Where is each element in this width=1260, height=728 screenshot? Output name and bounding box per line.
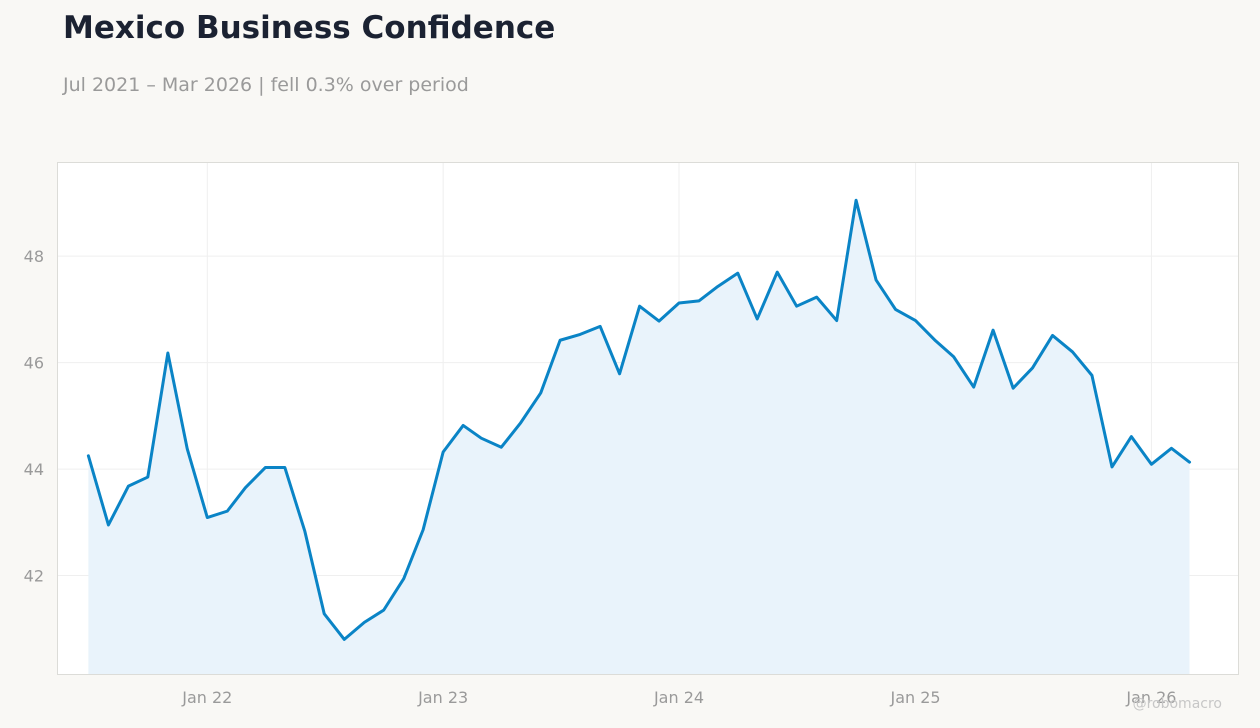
y-axis-ticks: 42 44 46 48 xyxy=(24,247,44,585)
y-tick-label: 44 xyxy=(24,460,44,479)
chart-subtitle: Jul 2021 – Mar 2026 | fell 0.3% over per… xyxy=(63,74,469,96)
x-tick-label: Jan 25 xyxy=(889,688,940,707)
chart-title: Mexico Business Confidence xyxy=(63,10,556,46)
area-fill xyxy=(88,200,1190,674)
x-tick-label: Jan 26 xyxy=(1125,688,1176,707)
y-tick-label: 48 xyxy=(24,247,44,266)
x-tick-label: Jan 24 xyxy=(653,688,704,707)
series-line-path xyxy=(86,198,1192,641)
area-fill-shape xyxy=(88,200,1190,674)
x-axis-ticks: Jan 22 Jan 23 Jan 24 Jan 25 Jan 26 xyxy=(181,688,1176,707)
watermark: @robomacro xyxy=(1132,696,1222,712)
x-tick-label: Jan 22 xyxy=(181,688,232,707)
series-line xyxy=(86,198,1192,641)
x-tick-label: Jan 23 xyxy=(417,688,468,707)
y-tick-label: 42 xyxy=(24,567,44,586)
y-tick-label: 46 xyxy=(24,354,44,373)
